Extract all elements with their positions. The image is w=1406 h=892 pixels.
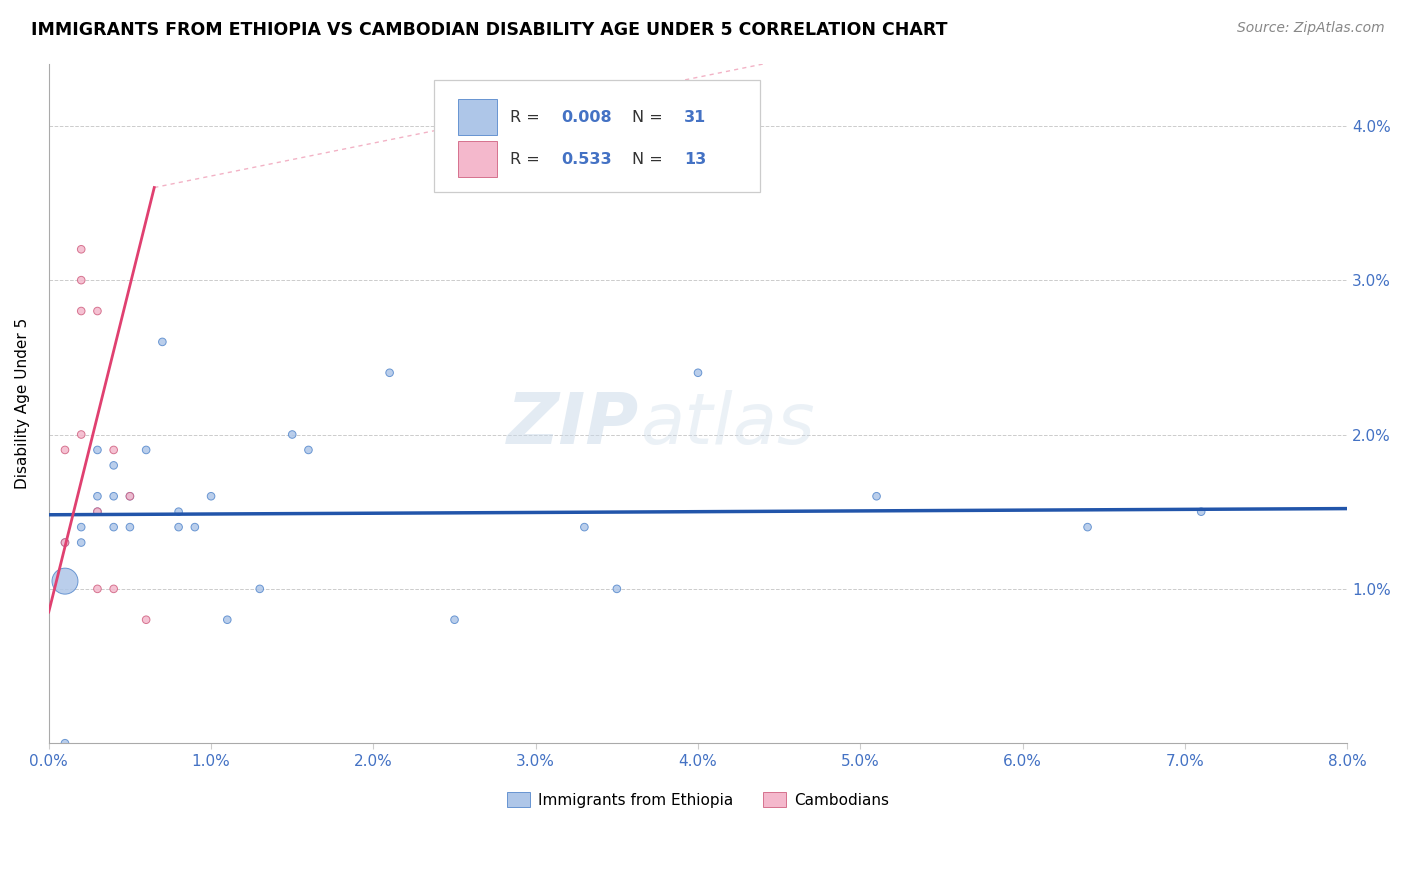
Point [103, 520, 125, 534]
FancyBboxPatch shape [458, 142, 496, 178]
Y-axis label: Disability Age Under 5: Disability Age Under 5 [15, 318, 30, 489]
Point [606, 582, 628, 596]
Point [200, 489, 222, 503]
Point [53, 535, 76, 549]
Point [53, 574, 76, 589]
Text: 31: 31 [683, 110, 706, 125]
Point [86, 505, 108, 519]
Point [686, 366, 709, 380]
Point [118, 520, 141, 534]
Text: 0.533: 0.533 [561, 152, 612, 167]
Text: R =: R = [510, 152, 544, 167]
Text: N =: N = [631, 110, 668, 125]
Point [150, 334, 173, 349]
Point [53, 442, 76, 457]
Text: Source: ZipAtlas.com: Source: ZipAtlas.com [1237, 21, 1385, 36]
Point [1077, 520, 1099, 534]
Point [70, 242, 93, 256]
Point [103, 458, 125, 473]
Point [70, 520, 93, 534]
Point [103, 489, 125, 503]
Point [86, 489, 108, 503]
Point [103, 442, 125, 457]
Point [70, 535, 93, 549]
Text: R =: R = [510, 110, 544, 125]
Point [118, 489, 141, 503]
Text: 13: 13 [683, 152, 706, 167]
Text: IMMIGRANTS FROM ETHIOPIA VS CAMBODIAN DISABILITY AGE UNDER 5 CORRELATION CHART: IMMIGRANTS FROM ETHIOPIA VS CAMBODIAN DI… [31, 21, 948, 39]
Point [86, 505, 108, 519]
Point [86, 582, 108, 596]
Point [86, 442, 108, 457]
FancyBboxPatch shape [458, 99, 496, 136]
Point [135, 613, 157, 627]
Point [297, 442, 319, 457]
Point [184, 520, 207, 534]
Point [167, 520, 190, 534]
Point [135, 442, 157, 457]
Point [103, 582, 125, 596]
Point [217, 613, 239, 627]
Point [53, 736, 76, 750]
FancyBboxPatch shape [434, 80, 761, 192]
Text: N =: N = [631, 152, 668, 167]
Text: atlas: atlas [640, 390, 814, 458]
Point [70, 304, 93, 318]
Point [167, 505, 190, 519]
Text: ZIP: ZIP [508, 390, 640, 458]
Point [70, 273, 93, 287]
Point [281, 427, 304, 442]
Point [443, 613, 465, 627]
Point [865, 489, 887, 503]
Point [1189, 505, 1212, 519]
Point [249, 582, 271, 596]
Point [53, 535, 76, 549]
Point [70, 427, 93, 442]
Legend: Immigrants from Ethiopia, Cambodians: Immigrants from Ethiopia, Cambodians [501, 786, 896, 814]
Point [574, 520, 596, 534]
Point [118, 489, 141, 503]
Point [378, 366, 401, 380]
Text: 0.008: 0.008 [561, 110, 612, 125]
Point [86, 304, 108, 318]
